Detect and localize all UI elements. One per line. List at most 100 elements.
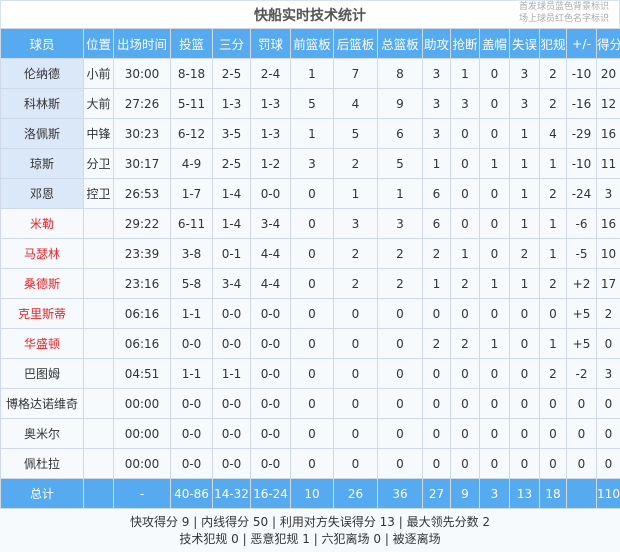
player-name[interactable]: 科林斯 [1, 89, 84, 119]
stat-cell: 3 [510, 89, 540, 119]
player-name[interactable]: 桑德斯 [1, 269, 84, 299]
stat-cell: 27:26 [114, 89, 171, 119]
stat-cell: 0 [480, 119, 510, 149]
stat-cell: 0 [291, 239, 334, 269]
stat-cell: 2 [540, 269, 567, 299]
stat-cell: 0-1 [213, 239, 251, 269]
stat-cell: 2 [378, 239, 423, 269]
player-name[interactable]: 佩杜拉 [1, 449, 84, 479]
stat-cell: 0-0 [213, 329, 251, 359]
stat-cell: 0 [291, 299, 334, 329]
stat-cell: 0-0 [251, 329, 291, 359]
player-name[interactable]: 克里斯蒂 [1, 299, 84, 329]
stat-cell: 0-0 [213, 449, 251, 479]
stat-cell: 0 [423, 449, 451, 479]
stat-cell: 0-0 [213, 389, 251, 419]
stat-cell: 控卫 [84, 179, 114, 209]
column-header: 失误 [510, 29, 540, 59]
stat-cell: 3 [423, 119, 451, 149]
total-cell: 36 [378, 479, 423, 509]
stat-cell: 1 [423, 269, 451, 299]
stat-cell: 0 [597, 389, 620, 419]
stat-cell: 5 [291, 89, 334, 119]
player-name[interactable]: 伦纳德 [1, 59, 84, 89]
total-cell: 110 [597, 479, 620, 509]
stat-cell: 8-18 [171, 59, 213, 89]
player-name[interactable]: 马瑟林 [1, 239, 84, 269]
column-header: 投篮 [171, 29, 213, 59]
stat-cell: 12 [597, 89, 620, 119]
stat-cell: 5-8 [171, 269, 213, 299]
stat-cell: 1 [378, 179, 423, 209]
stat-cell: 0 [334, 389, 378, 419]
stat-cell: 2 [378, 269, 423, 299]
player-name[interactable]: 巴图姆 [1, 359, 84, 389]
total-cell: 总计 [1, 479, 84, 509]
player-name[interactable]: 奥米尔 [1, 419, 84, 449]
summary-line-2: 技术犯规 0 | 恶意犯规 1 | 六犯离场 0 | 被逐离场 [0, 531, 620, 548]
stat-cell: 0 [291, 389, 334, 419]
stat-cell [84, 269, 114, 299]
player-name[interactable]: 博格达诺维奇 [1, 389, 84, 419]
stat-cell: 2 [423, 329, 451, 359]
stat-cell: 0 [480, 89, 510, 119]
stat-cell: -29 [567, 119, 597, 149]
stat-cell: 0-0 [213, 299, 251, 329]
stat-cell: +2 [567, 269, 597, 299]
stat-cell: 6 [423, 209, 451, 239]
stat-cell: 0 [540, 449, 567, 479]
total-cell: 27 [423, 479, 451, 509]
stat-cell: 30:23 [114, 119, 171, 149]
stat-cell [84, 329, 114, 359]
stat-cell: 0 [291, 269, 334, 299]
player-name[interactable]: 米勒 [1, 209, 84, 239]
stat-cell: 1-2 [251, 149, 291, 179]
stat-cell: 0 [480, 359, 510, 389]
stat-cell: 0 [291, 359, 334, 389]
stat-cell: 3-4 [213, 269, 251, 299]
stat-cell: 0 [510, 329, 540, 359]
player-name[interactable]: 洛佩斯 [1, 119, 84, 149]
title-bar: 快船实时技术统计 首发球员蓝色背景标识 场上球员红色名字标识 [0, 0, 620, 28]
stat-cell: 3 [451, 89, 480, 119]
stat-cell: 0 [540, 419, 567, 449]
stat-cell: -5 [567, 239, 597, 269]
stat-cell: 0 [378, 359, 423, 389]
stat-cell: 0 [451, 179, 480, 209]
stat-cell: 0 [480, 449, 510, 479]
stat-cell: 0 [480, 239, 510, 269]
stat-cell: 6-11 [171, 209, 213, 239]
total-cell: 14-32 [213, 479, 251, 509]
stat-cell: 4-4 [251, 239, 291, 269]
box-score-table: 球员位置出场时间投篮三分罚球前篮板后篮板总篮板助攻抢断盖帽失误犯规+/-得分 伦… [0, 28, 620, 509]
legend-starter: 首发球员蓝色背景标识 [519, 1, 609, 13]
stat-cell: 0 [510, 389, 540, 419]
player-name[interactable]: 邓恩 [1, 179, 84, 209]
stat-cell: 5-11 [171, 89, 213, 119]
stat-cell: 1-1 [171, 359, 213, 389]
player-name[interactable]: 琼斯 [1, 149, 84, 179]
stat-cell: 0-0 [171, 419, 213, 449]
stat-cell: 2 [423, 239, 451, 269]
total-cell: 13 [510, 479, 540, 509]
stat-cell: 29:22 [114, 209, 171, 239]
column-header: 犯规 [540, 29, 567, 59]
stat-cell: 0 [567, 449, 597, 479]
column-header: 总篮板 [378, 29, 423, 59]
stat-cell: 小前 [84, 59, 114, 89]
stat-cell: -16 [567, 89, 597, 119]
player-name[interactable]: 华盛顿 [1, 329, 84, 359]
stat-cell: 6 [378, 119, 423, 149]
stat-cell: 3 [334, 209, 378, 239]
stat-cell [84, 299, 114, 329]
stat-cell: 04:51 [114, 359, 171, 389]
stat-cell: 0-0 [213, 419, 251, 449]
stat-cell: 0 [451, 359, 480, 389]
stat-cell: 0-0 [171, 389, 213, 419]
